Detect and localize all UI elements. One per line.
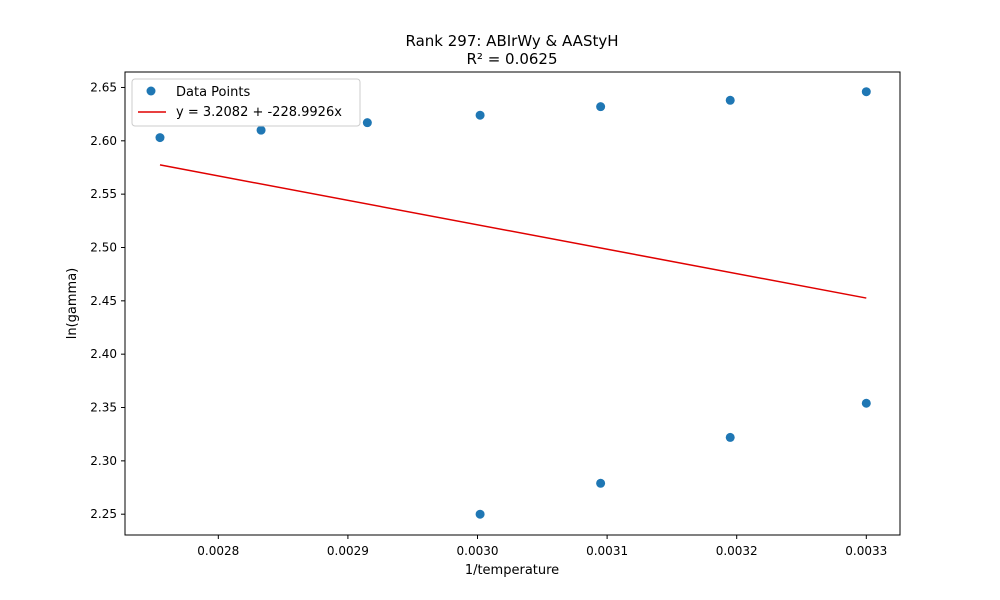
legend-marker-data-points [146, 86, 156, 96]
y-tick-label: 2.55 [90, 187, 117, 201]
chart-title: Rank 297: ABIrWy & AAStyH [405, 32, 618, 50]
data-point [861, 87, 871, 97]
fit-line [159, 164, 867, 299]
legend-box [131, 78, 361, 127]
data-point [861, 398, 871, 408]
legend: Data Points y = 3.2082 + -228.9926x [131, 78, 361, 127]
plot-area [155, 87, 871, 519]
data-point [596, 478, 606, 488]
chart-subtitle: R² = 0.0625 [466, 50, 557, 68]
x-axis: 0.0028 0.0029 0.0030 0.0031 0.0032 0.0033 [197, 535, 887, 558]
data-point [155, 133, 165, 143]
data-point [725, 95, 735, 105]
data-point [256, 125, 266, 135]
x-tick-label: 0.0033 [845, 544, 887, 558]
data-point [725, 432, 735, 442]
y-tick-label: 2.60 [90, 134, 117, 148]
x-tick-label: 0.0030 [457, 544, 499, 558]
data-point [596, 102, 606, 112]
data-point [475, 509, 485, 519]
x-tick-label: 0.0031 [586, 544, 628, 558]
y-tick-label: 2.50 [90, 240, 117, 254]
y-tick-label: 2.40 [90, 347, 117, 361]
y-axis-label: ln(gamma) [65, 268, 80, 340]
x-tick-label: 0.0028 [197, 544, 239, 558]
y-tick-label: 2.35 [90, 401, 117, 415]
y-tick-label: 2.65 [90, 80, 117, 94]
y-axis: 2.25 2.30 2.35 2.40 2.45 2.50 2.55 2.60 2.65 [90, 80, 125, 521]
legend-label-data-points: Data Points [176, 85, 250, 100]
x-tick-label: 0.0029 [327, 544, 369, 558]
x-tick-label: 0.0032 [716, 544, 758, 558]
y-tick-label: 2.30 [90, 454, 117, 468]
data-point [362, 118, 372, 128]
y-tick-label: 2.45 [90, 294, 117, 308]
data-point [475, 110, 485, 120]
x-axis-label: 1/temperature [465, 563, 559, 578]
y-tick-label: 2.25 [90, 507, 117, 521]
legend-label-fit-line: y = 3.2082 + -228.9926x [176, 105, 342, 120]
plot-frame [124, 71, 901, 536]
